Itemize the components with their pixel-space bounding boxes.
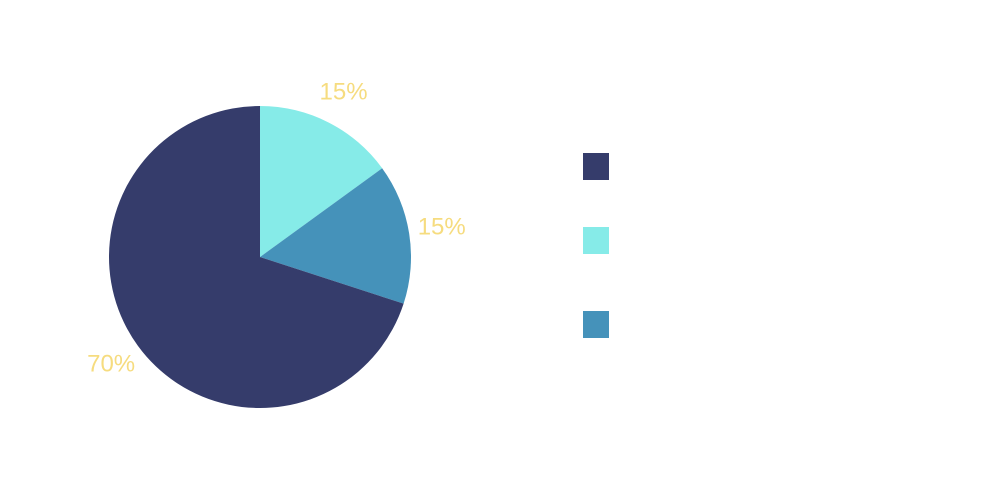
legend-swatch [583,311,609,338]
pie-slice-labels: 15% 15% 70% [87,78,466,377]
pie-slice-label: 15% [418,214,466,241]
pie-slice [108,106,404,408]
pie-slice-label: 15% [320,78,368,105]
pie-slice [260,106,383,257]
legend-swatch [583,227,609,254]
pie-slice [260,168,412,304]
legend-swatch [583,153,609,180]
pie-slices [108,106,412,408]
legend [583,153,609,338]
pie-slice-label: 70% [87,350,135,377]
